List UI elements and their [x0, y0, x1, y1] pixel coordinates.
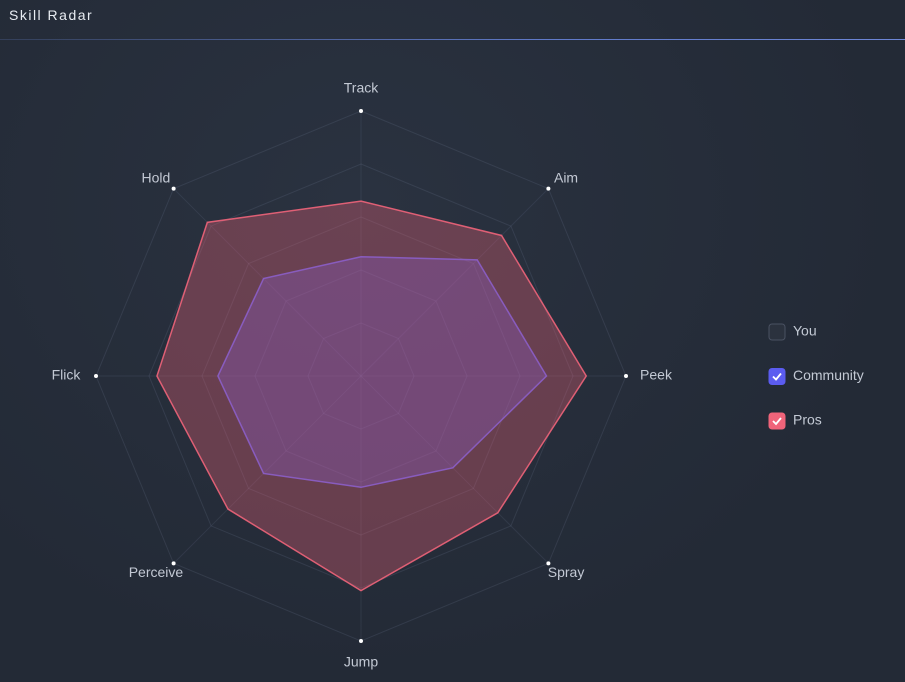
legend-checkbox[interactable]	[768, 412, 786, 430]
axis-spoke	[173, 375, 362, 564]
panel-title: Skill Radar	[9, 7, 94, 23]
axis-label: Peek	[640, 367, 673, 383]
checkmark	[772, 372, 782, 381]
legend-item[interactable]: Pros	[768, 412, 822, 430]
axis-dot	[624, 374, 628, 378]
axis-spoke	[360, 375, 549, 564]
checkmark	[772, 417, 782, 426]
axis-label: Perceive	[129, 564, 184, 580]
axis-dot	[171, 561, 176, 566]
legend-checkbox[interactable]	[768, 368, 786, 385]
legend-item[interactable]: Community	[768, 367, 864, 385]
series-area	[156, 200, 588, 592]
legend-label[interactable]: You	[793, 323, 817, 339]
axis-label: Spray	[548, 564, 585, 580]
grid-ring	[201, 216, 521, 536]
axis-dot	[94, 374, 98, 378]
grid-ring	[254, 269, 468, 483]
axis-dot	[546, 561, 551, 566]
axis-dot	[546, 186, 551, 191]
legend-item[interactable]: You	[768, 323, 817, 341]
axis-label: Flick	[52, 367, 82, 383]
axis-label: Jump	[344, 654, 378, 670]
axis-label: Aim	[554, 169, 578, 185]
axis-label: Hold	[142, 169, 171, 185]
legend-checkbox[interactable]	[768, 323, 786, 341]
legend-label[interactable]: Community	[793, 367, 864, 383]
series-area	[217, 255, 548, 489]
legend-label[interactable]: Pros	[793, 412, 822, 428]
axis-dot	[171, 186, 176, 191]
divider	[0, 39, 905, 40]
axis-label: Track	[344, 80, 379, 96]
axis-dot	[359, 109, 363, 113]
axis-dot	[359, 639, 363, 643]
grid-ring	[307, 322, 415, 430]
axis-spoke	[360, 188, 549, 377]
axis-spoke	[173, 188, 362, 377]
